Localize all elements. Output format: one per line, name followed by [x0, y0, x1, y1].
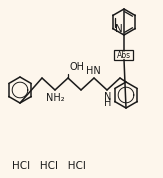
- Text: H: H: [104, 98, 112, 108]
- Text: HN: HN: [86, 66, 100, 76]
- FancyBboxPatch shape: [114, 50, 133, 60]
- Text: N: N: [104, 92, 112, 102]
- Text: OH: OH: [70, 62, 85, 72]
- Text: N: N: [115, 23, 122, 33]
- Text: NH₂: NH₂: [46, 93, 64, 103]
- Text: Abs: Abs: [117, 51, 131, 59]
- Text: HCl   HCl   HCl: HCl HCl HCl: [12, 161, 86, 171]
